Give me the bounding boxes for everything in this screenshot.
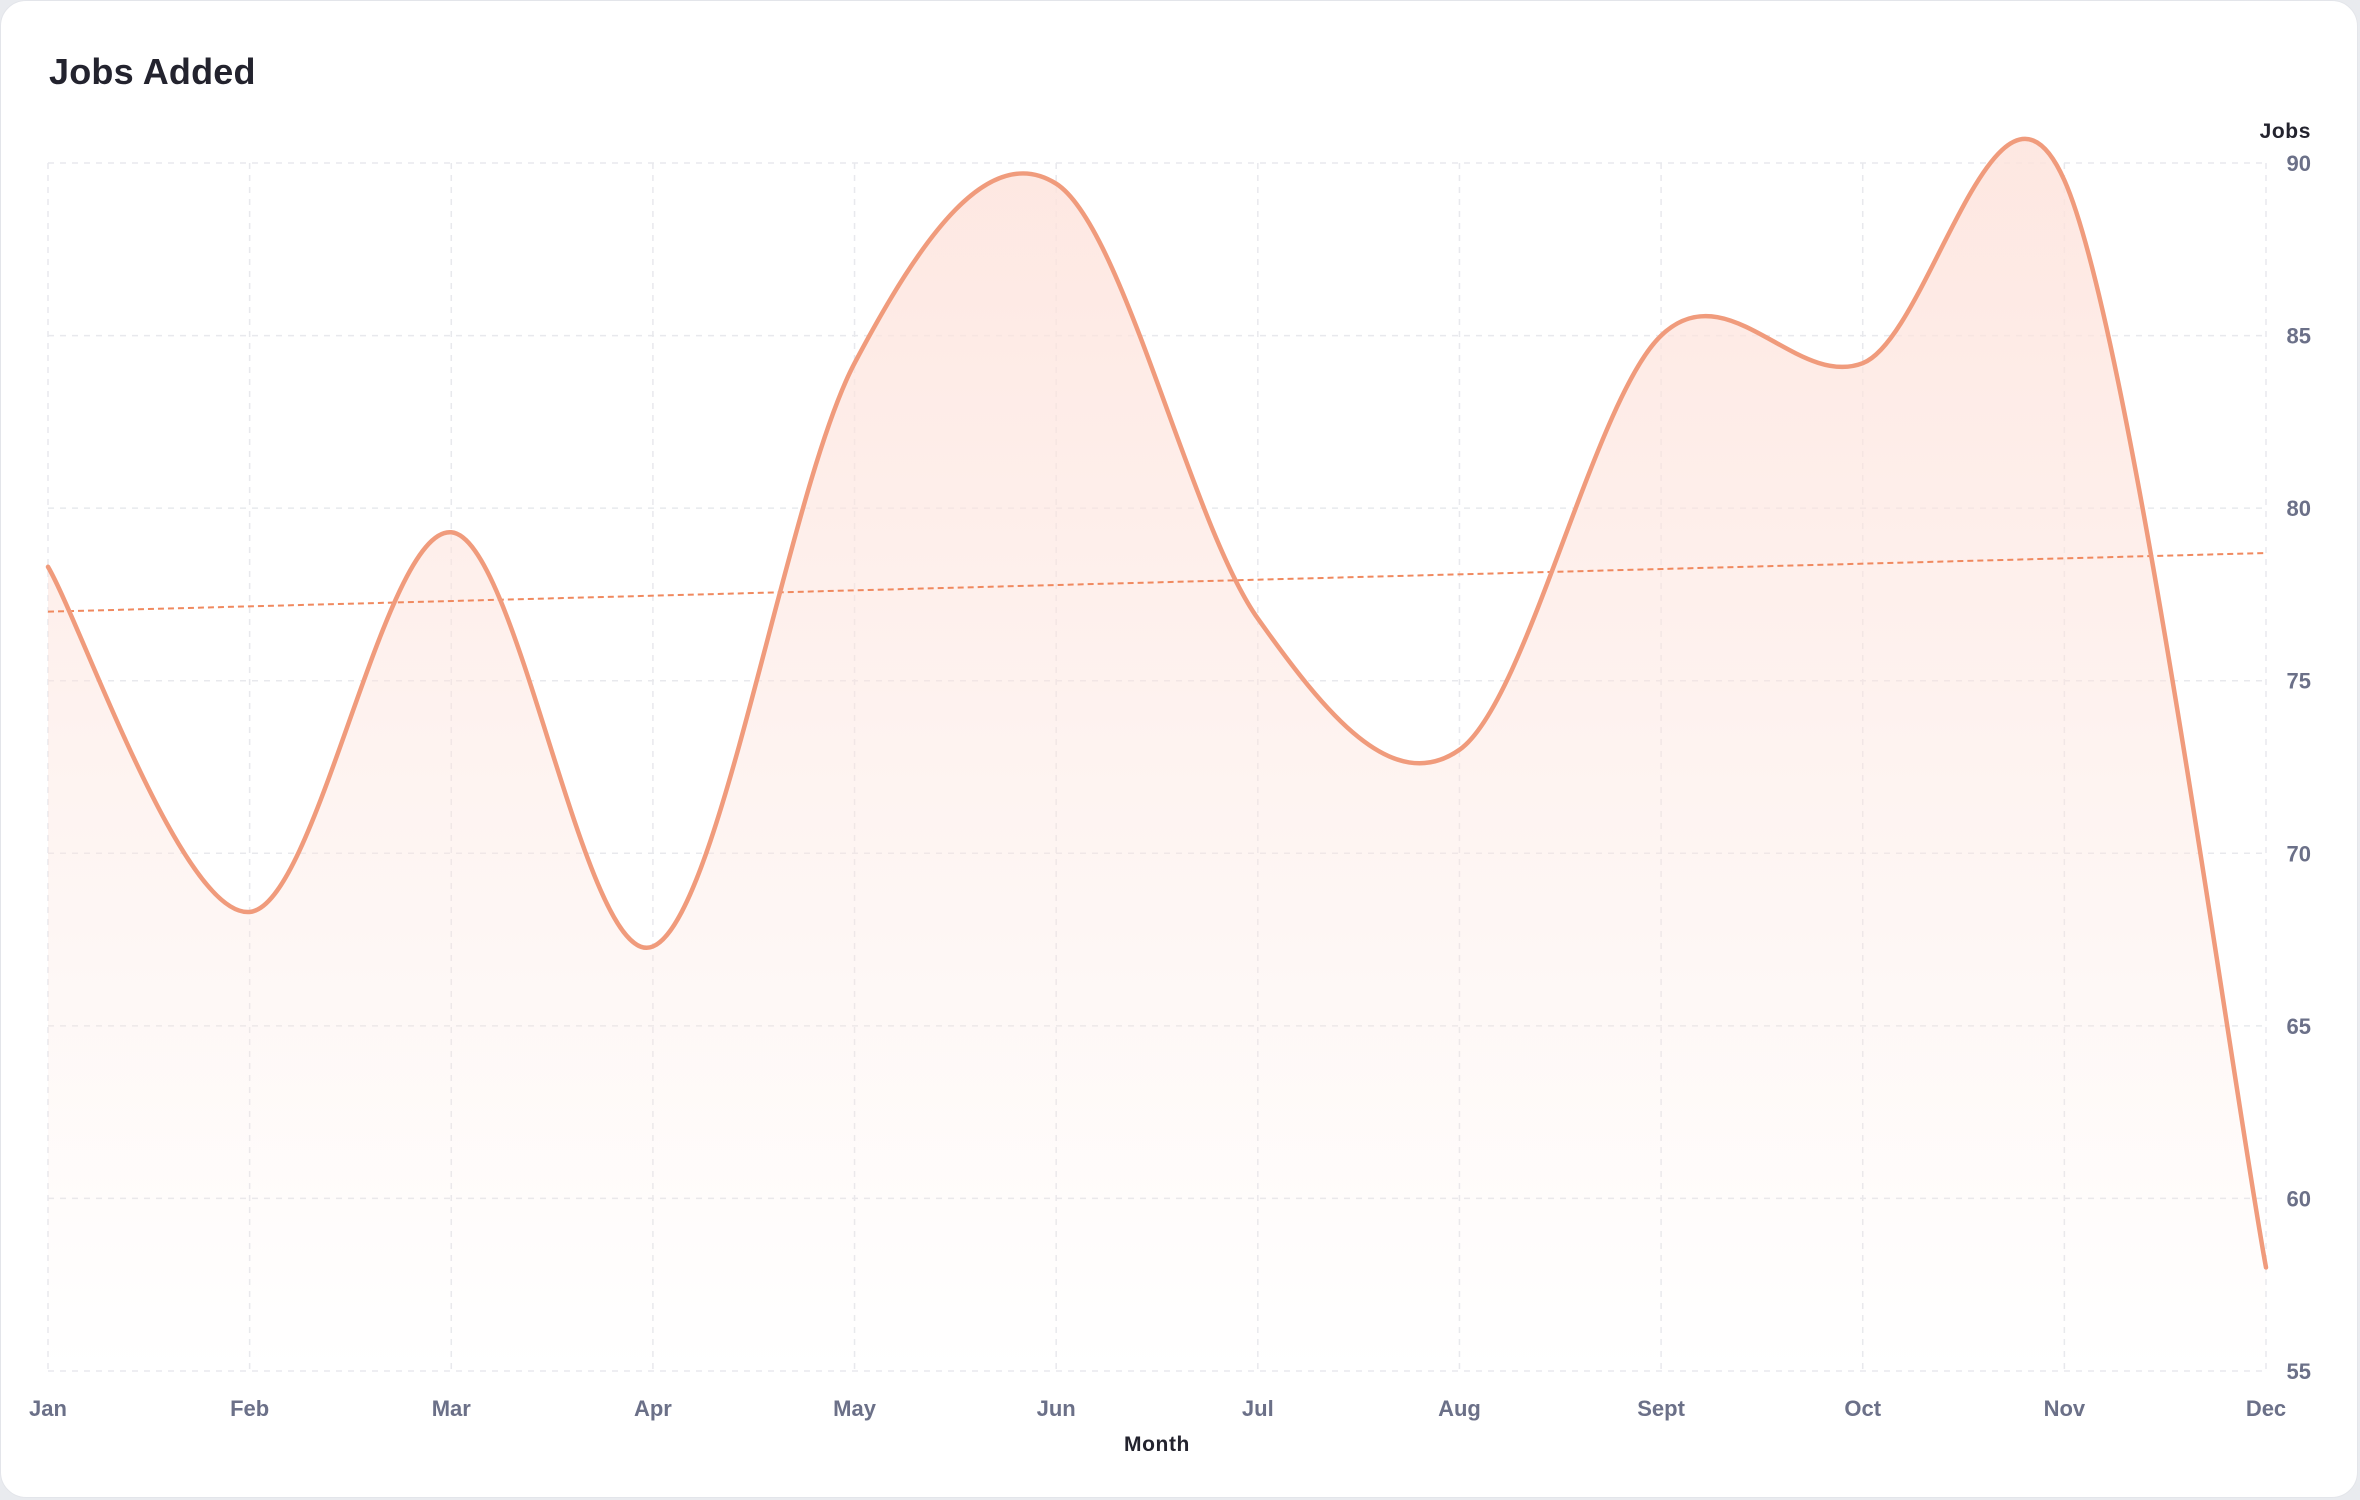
x-tick-label: Sept — [1637, 1396, 1685, 1421]
x-tick-label: Jul — [1242, 1396, 1274, 1421]
data-point-aug — [1456, 747, 1462, 753]
x-tick-label: Aug — [1438, 1396, 1481, 1421]
data-point-may — [852, 360, 858, 366]
data-point-apr — [650, 943, 656, 949]
y-axis-title: Jobs — [2260, 120, 2311, 143]
x-axis-title: Month — [1124, 1433, 1190, 1456]
series-area — [48, 138, 2266, 1371]
y-tick-label: 65 — [2287, 1014, 2311, 1039]
y-tick-label: 90 — [2287, 151, 2311, 176]
y-tick-label: 75 — [2287, 669, 2311, 694]
x-tick-label: Oct — [1844, 1396, 1881, 1421]
x-tick-label: Mar — [432, 1396, 472, 1421]
y-tick-label: 55 — [2287, 1359, 2311, 1384]
data-point-oct — [1860, 360, 1866, 366]
x-tick-label: Feb — [230, 1396, 269, 1421]
series-line — [45, 136, 2269, 1270]
x-axis-ticks: Jan Feb Mar Apr May Jun Jul Aug Sept Oct Nov Dec — [29, 1396, 2286, 1421]
y-tick-label: 80 — [2287, 496, 2311, 521]
y-axis-ticks: 55 60 65 70 75 80 85 90 — [2287, 151, 2311, 1384]
data-point-jun — [1053, 181, 1059, 187]
data-point-nov — [2061, 177, 2067, 183]
data-point-sept — [1658, 333, 1664, 339]
data-point-feb — [247, 909, 253, 915]
y-tick-label: 70 — [2287, 841, 2311, 866]
data-point-jan — [45, 564, 51, 570]
x-tick-label: Jan — [29, 1396, 67, 1421]
data-point-dec — [2263, 1264, 2269, 1270]
y-tick-label: 60 — [2287, 1186, 2311, 1211]
x-tick-label: Apr — [634, 1396, 672, 1421]
x-tick-label: May — [833, 1396, 877, 1421]
y-tick-label: 85 — [2287, 324, 2311, 349]
data-point-jul — [1255, 616, 1261, 622]
x-tick-label: Jun — [1037, 1396, 1076, 1421]
data-point-mar — [448, 529, 454, 535]
x-tick-label: Nov — [2044, 1396, 2086, 1421]
x-tick-label: Dec — [2246, 1396, 2286, 1421]
chart-title: Jobs Added — [49, 51, 256, 92]
